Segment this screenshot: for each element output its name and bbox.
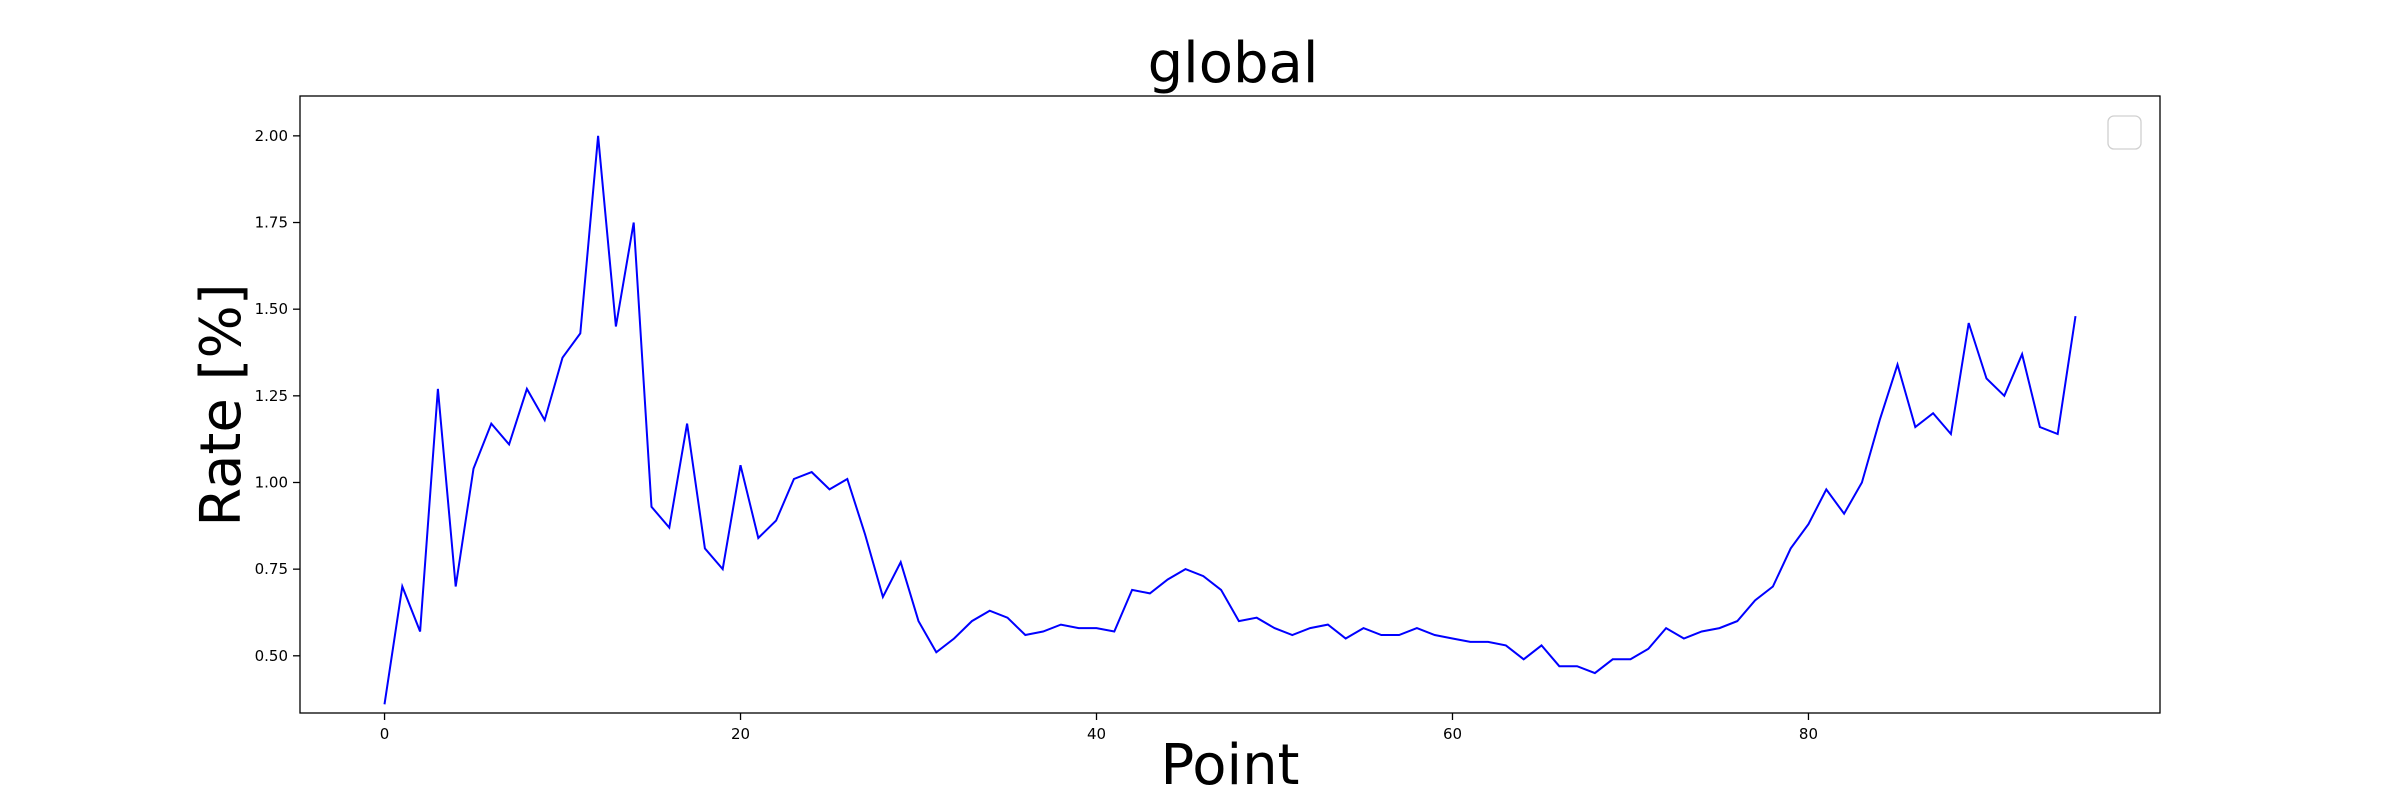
series-line [383,135,2077,705]
x-tick-label: 20 [731,725,750,743]
y-tick-label: 0.50 [255,647,288,665]
y-axis-label: Rate [%] [189,283,254,526]
y-tick-label: 1.00 [255,473,288,491]
x-tick-label: 60 [1443,725,1462,743]
x-axis-ticks: 0 20 40 60 80 [380,713,1818,743]
y-axis-ticks: 0.50 0.75 1.00 1.25 1.50 1.75 2.00 [255,127,300,665]
x-tick-label: 40 [1087,725,1106,743]
y-tick-label: 0.75 [255,560,288,578]
y-tick-label: 1.50 [255,300,288,318]
plot-area-frame [299,95,2161,714]
y-tick-label: 2.00 [255,127,288,145]
x-axis-label: Point [1160,733,1299,798]
chart-title: global [1148,31,1319,96]
legend-box [2107,115,2142,150]
x-tick-label: 0 [380,725,390,743]
y-tick-label: 1.75 [255,214,288,232]
y-tick-label: 1.25 [255,387,288,405]
x-tick-label: 80 [1799,725,1818,743]
